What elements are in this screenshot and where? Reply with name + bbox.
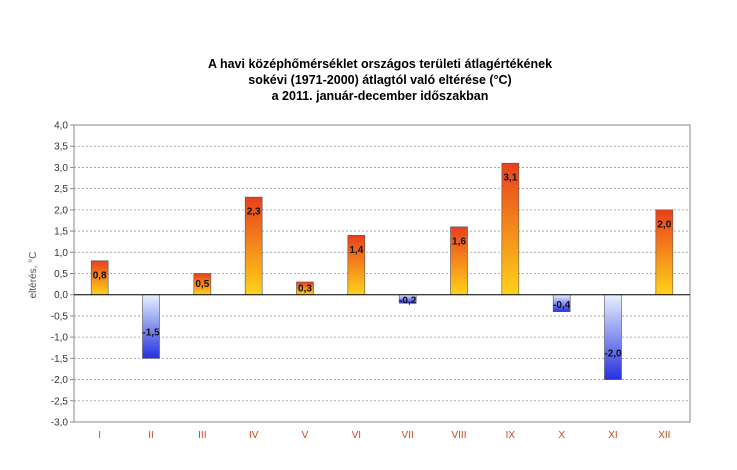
category-label-II: II [148, 430, 154, 441]
data-label-VIII: 1,6 [452, 236, 466, 247]
category-label-III: III [198, 430, 206, 441]
y-tick-label: -2,5 [51, 396, 69, 407]
category-labels: I II III IV V VI VII VIII IX X XI XII [98, 430, 670, 441]
data-label-X: -0,4 [553, 300, 571, 311]
y-tick-label: 1,5 [54, 227, 68, 238]
data-label-XI: -2,0 [604, 349, 622, 360]
data-label-VI: 1,4 [349, 245, 363, 256]
y-tick-label: 1,0 [54, 248, 68, 259]
data-label-XII: 2,0 [657, 219, 671, 230]
bar-XI [604, 294, 622, 380]
category-label-VI: VI [352, 430, 361, 441]
y-axis-label: eltérés, °C [28, 252, 39, 299]
data-label-IX: 3,1 [503, 173, 517, 184]
data-label-IV: 2,3 [247, 207, 261, 218]
y-axis-ticks: 4,0 3,5 3,0 2,5 2,0 1,5 1,0 0,5 0,0 -0,5 -1,0 -1,5 -… [51, 121, 74, 429]
gridlines [74, 124, 690, 423]
category-label-I: I [98, 430, 101, 441]
y-tick-label: 3,5 [54, 142, 68, 153]
chart-title-line-3: a 2011. január-december időszakban [272, 89, 489, 103]
category-label-VIII: VIII [451, 430, 466, 441]
data-labels: 0,8 -1,5 0,5 2,3 0,3 1,4 -0,2 1,6 3,1 -0,4 -2,0 2,0 [93, 173, 672, 360]
category-label-XII: XII [658, 430, 670, 441]
category-label-XI: XI [608, 430, 617, 441]
data-label-III: 0,5 [195, 279, 209, 290]
y-tick-label: 2,5 [54, 184, 68, 195]
y-tick-label: 0,0 [54, 290, 68, 301]
y-tick-label: -0,5 [51, 311, 69, 322]
data-label-I: 0,8 [93, 270, 107, 281]
bars [90, 162, 674, 380]
plot-frame [73, 124, 691, 423]
category-label-V: V [302, 430, 309, 441]
y-tick-label: -1,0 [51, 333, 69, 344]
category-label-IV: IV [249, 430, 259, 441]
category-label-IX: IX [506, 430, 516, 441]
y-tick-label: -2,0 [51, 375, 69, 386]
data-label-II: -1,5 [142, 327, 160, 338]
chart-title-line-2: sokévi (1971-2000) átlagtól való eltérés… [248, 73, 511, 87]
data-label-VII: -0,2 [399, 295, 417, 306]
category-label-X: X [558, 430, 565, 441]
y-tick-label: 3,0 [54, 163, 68, 174]
y-tick-label: -3,0 [51, 418, 69, 429]
data-label-V: 0,3 [298, 284, 312, 295]
y-tick-label: 2,0 [54, 205, 68, 216]
y-tick-label: 0,5 [54, 269, 68, 280]
category-label-VII: VII [402, 430, 414, 441]
y-tick-label: 4,0 [54, 121, 68, 132]
chart-title-line-1: A havi középhőmérséklet országos terület… [208, 57, 552, 71]
y-tick-label: -1,5 [51, 354, 69, 365]
